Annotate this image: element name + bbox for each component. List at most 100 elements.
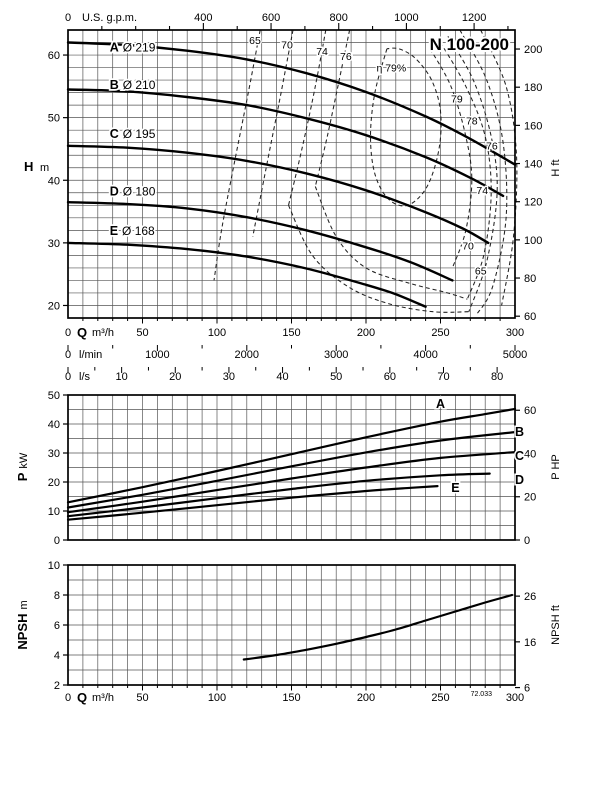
y-tick-label: 10 xyxy=(48,506,60,518)
impeller-diameter: Ø 180 xyxy=(123,185,156,199)
y2-tick-label: 0 xyxy=(524,535,530,547)
q-tick-label: 250 xyxy=(431,692,449,704)
efficiency-contour xyxy=(314,186,468,300)
scale-tick-label: 1000 xyxy=(145,349,169,361)
q-tick-label: 250 xyxy=(431,327,449,339)
y-tick-label: 50 xyxy=(48,113,60,125)
q-tick-label: 200 xyxy=(357,692,375,704)
scale-tick-label: 70 xyxy=(437,371,449,383)
pump-model-title: N 100-200 xyxy=(430,35,509,54)
efficiency-label: 78 xyxy=(466,115,478,127)
gpm-tick-label: 600 xyxy=(262,12,280,24)
y2-tick-label: 200 xyxy=(524,44,542,56)
efficiency-contour xyxy=(314,29,351,187)
lmin-zero-label: 0 xyxy=(65,349,71,361)
gpm-tick-label: 400 xyxy=(194,12,212,24)
efficiency-label: 65 xyxy=(249,35,261,47)
catalog-stamp: 72.033 xyxy=(471,691,493,698)
impeller-diameter: Ø 219 xyxy=(123,41,156,55)
curve-letter: D xyxy=(110,185,119,199)
y-tick-label: 40 xyxy=(48,419,60,431)
impeller-diameter: Ø 168 xyxy=(122,224,155,238)
impeller-diameter: Ø 195 xyxy=(123,127,156,141)
curve-E xyxy=(66,241,427,308)
curve-label-D: D xyxy=(515,473,524,487)
curve-label-E: E xyxy=(451,481,459,495)
plot-frame xyxy=(67,394,516,541)
scale-tick-label: 2000 xyxy=(235,349,259,361)
power-chart: 0 10 20 30 40 50 0 20 40 60 A BCD E xyxy=(48,390,537,547)
q-axis-label-bottom: Q xyxy=(77,690,87,705)
y-tick-label: 2 xyxy=(54,680,60,692)
q-tick-label: 200 xyxy=(357,327,375,339)
scale-tick-label: 80 xyxy=(491,371,503,383)
efficiency-label: η 79% xyxy=(376,63,406,75)
efficiency-label: 76 xyxy=(486,140,498,152)
efficiency-contour xyxy=(447,36,498,312)
npsh-chart: 2 4 6 8 10 6 16 26 50 100 150 200 250 300 xyxy=(48,560,537,704)
gpm-zero-label: 0 xyxy=(65,12,71,24)
scale-tick-label: 60 xyxy=(384,371,396,383)
curve-A xyxy=(66,407,517,504)
y2-tick-label: 60 xyxy=(524,311,536,323)
ls-axis-unit: l/s xyxy=(79,371,91,383)
y2-tick-label: 80 xyxy=(524,273,536,285)
efficiency-contour xyxy=(429,48,473,269)
scale-tick-label: 20 xyxy=(169,371,181,383)
curve-label-C: C Ø 195 xyxy=(110,127,156,141)
efficiency-contour xyxy=(440,42,492,300)
curve-label-B: B xyxy=(515,425,524,439)
efficiency-contour xyxy=(369,47,442,207)
curve-label-A: A Ø 219 xyxy=(110,41,156,55)
efficiency-label: 74 xyxy=(316,46,328,58)
efficiency-label: 70 xyxy=(281,40,293,52)
curve-label-B: B Ø 210 xyxy=(110,78,156,92)
y2-tick-label: 120 xyxy=(524,197,542,209)
scale-tick-label: 50 xyxy=(330,371,342,383)
gpm-tick-label: 800 xyxy=(330,12,348,24)
y-tick-label: 40 xyxy=(48,175,60,187)
y-tick-label: 20 xyxy=(48,300,60,312)
scale-tick-label: 4000 xyxy=(413,349,437,361)
power-hp-axis-label: P HP xyxy=(550,454,562,479)
q-axis-unit-top: m³/h xyxy=(92,327,114,339)
curve-letter: B xyxy=(110,78,119,92)
npsh-axis-label: NPSHm xyxy=(15,600,30,649)
lmin-axis-unit: l/min xyxy=(79,349,102,361)
q-tick-label: 300 xyxy=(506,327,524,339)
curve-label-A: A xyxy=(436,397,445,411)
y2-tick-label: 26 xyxy=(524,591,536,603)
y2-tick-label: 40 xyxy=(524,448,536,460)
scale-tick-label: 30 xyxy=(223,371,235,383)
q-axis-label-top: Q xyxy=(77,325,87,340)
curve-label-D: D Ø 180 xyxy=(110,185,156,199)
efficiency-contour xyxy=(459,29,508,316)
head-axis-unit: m xyxy=(40,162,49,174)
head-ft-axis-label: H ft xyxy=(550,159,562,176)
q-zero-label-bottom: 0 xyxy=(65,692,71,704)
head-axis-label: H xyxy=(24,159,33,174)
scale-tick-label: 10 xyxy=(116,371,128,383)
y2-tick-label: 6 xyxy=(524,683,530,695)
y-tick-label: 20 xyxy=(48,477,60,489)
power-axis-label: PkW xyxy=(15,452,30,481)
y-tick-label: 30 xyxy=(48,238,60,250)
curve-A xyxy=(66,41,517,166)
curve-D xyxy=(66,201,454,282)
y-tick-label: 30 xyxy=(48,448,60,460)
curve-B xyxy=(66,431,517,509)
ls-zero-label: 0 xyxy=(65,371,71,383)
y-tick-label: 0 xyxy=(54,535,60,547)
q-tick-label: 50 xyxy=(136,327,148,339)
curve-letter: C xyxy=(110,127,119,141)
y2-tick-label: 140 xyxy=(524,159,542,171)
scale-tick-label: 3000 xyxy=(324,349,348,361)
q-tick-label: 100 xyxy=(208,692,226,704)
q-tick-label: 50 xyxy=(136,692,148,704)
npsh-ft-axis-label: NPSH ft xyxy=(550,605,562,645)
curve-B xyxy=(66,88,505,198)
curve-D xyxy=(66,472,491,518)
q-zero-label-top: 0 xyxy=(65,327,71,339)
y-tick-label: 10 xyxy=(48,560,60,572)
